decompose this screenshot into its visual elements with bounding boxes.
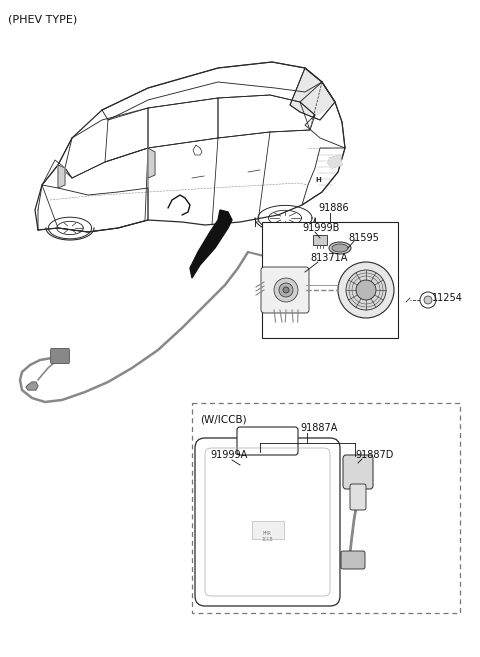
Ellipse shape (332, 244, 348, 252)
Circle shape (283, 287, 289, 293)
Circle shape (346, 270, 386, 310)
Polygon shape (58, 165, 65, 188)
Polygon shape (190, 210, 232, 278)
Ellipse shape (329, 242, 351, 254)
Circle shape (279, 283, 293, 297)
FancyBboxPatch shape (261, 267, 309, 313)
Text: 91886: 91886 (318, 203, 348, 213)
Polygon shape (328, 155, 342, 168)
Bar (313, 235, 327, 245)
Circle shape (420, 292, 436, 308)
FancyBboxPatch shape (343, 455, 373, 489)
Text: 81371A: 81371A (310, 253, 348, 263)
Text: 91999B: 91999B (302, 223, 339, 233)
Circle shape (356, 280, 376, 300)
Bar (192, 403, 460, 613)
Text: 91999A: 91999A (210, 450, 247, 460)
Text: H: H (315, 177, 321, 183)
Polygon shape (290, 68, 335, 115)
Circle shape (424, 296, 432, 304)
FancyBboxPatch shape (50, 348, 70, 363)
Polygon shape (148, 148, 155, 178)
Bar (252, 522, 284, 539)
FancyBboxPatch shape (341, 551, 365, 569)
Text: MHR
ICCB: MHR ICCB (262, 532, 273, 542)
FancyBboxPatch shape (350, 484, 366, 510)
Circle shape (338, 262, 394, 318)
Circle shape (274, 278, 298, 302)
Text: 91887A: 91887A (300, 423, 337, 433)
Text: (W/ICCB): (W/ICCB) (200, 415, 247, 425)
FancyBboxPatch shape (237, 427, 298, 455)
Text: 91887D: 91887D (355, 450, 394, 460)
Text: (PHEV TYPE): (PHEV TYPE) (8, 14, 77, 24)
FancyBboxPatch shape (195, 438, 340, 606)
Polygon shape (26, 382, 38, 390)
Bar (262, 222, 398, 338)
Text: 81595: 81595 (348, 233, 379, 243)
Text: 11254: 11254 (432, 293, 463, 303)
